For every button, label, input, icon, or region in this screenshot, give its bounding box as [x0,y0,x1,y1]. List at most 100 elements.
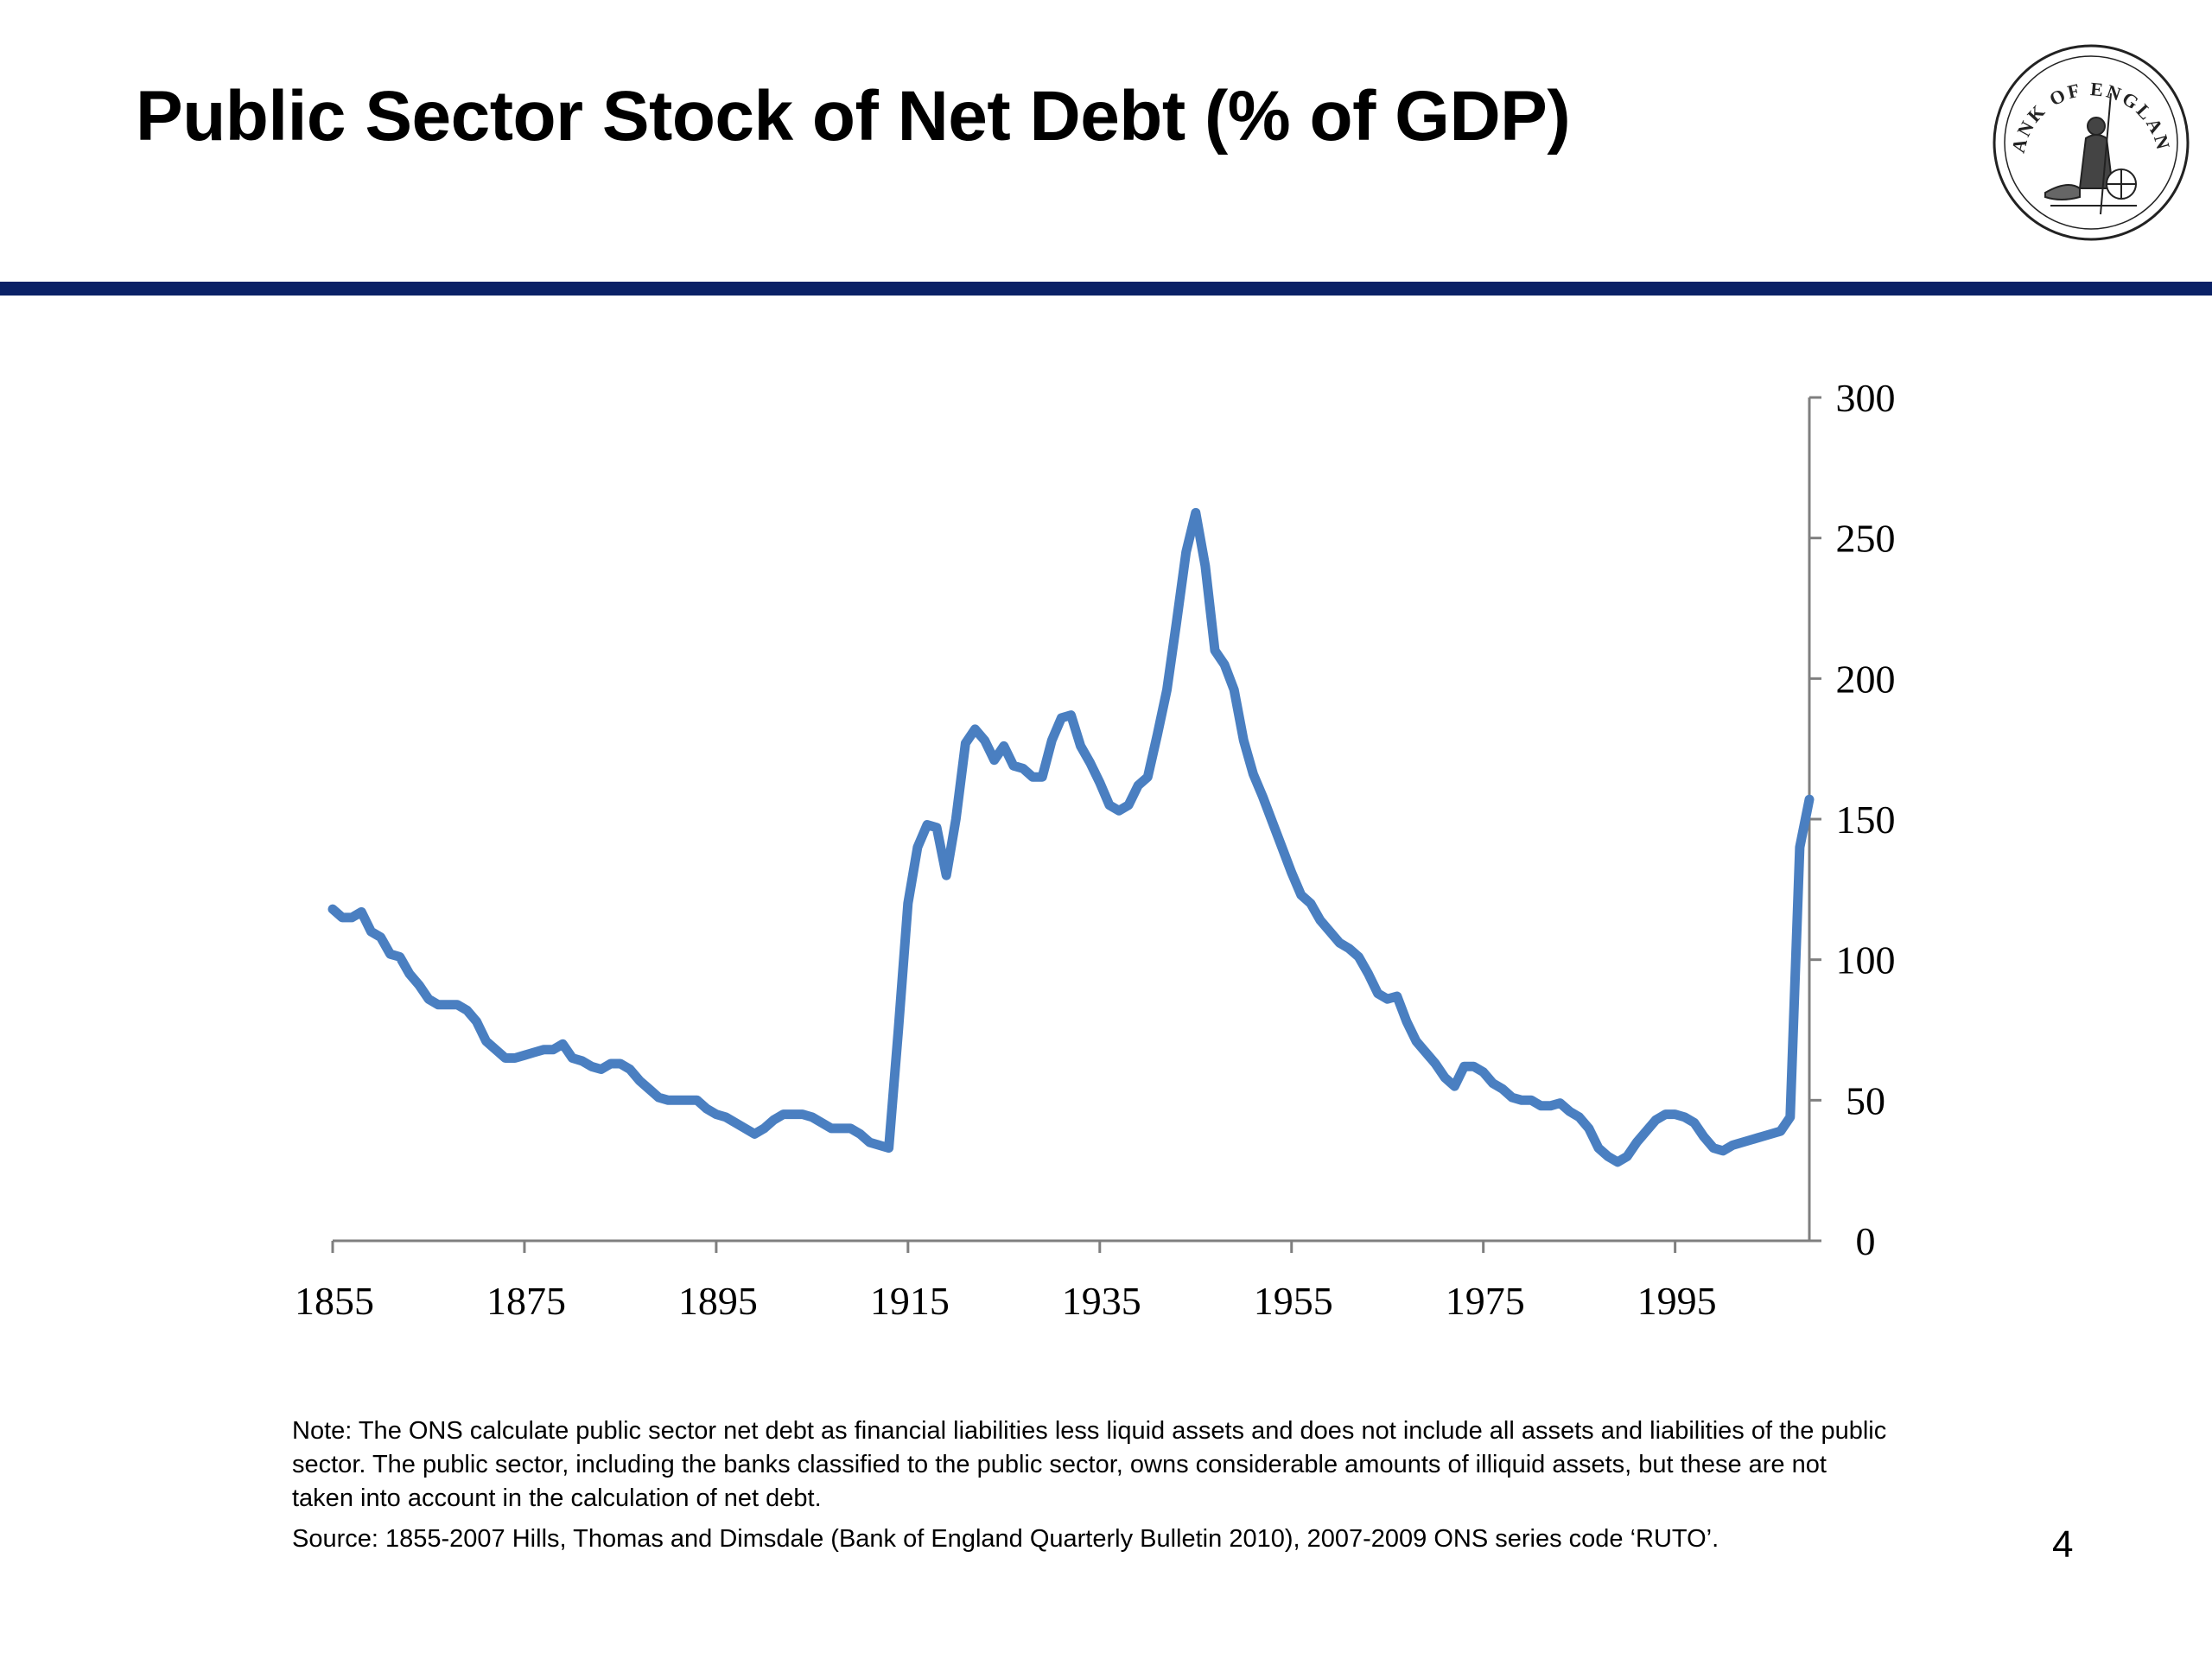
data-point [637,1078,642,1084]
data-point [541,1047,546,1052]
data-point [1634,1140,1639,1145]
data-point [982,738,988,743]
data-point [973,727,977,732]
data-point [1615,1160,1620,1165]
y-tick-label: 0 [1856,1219,1876,1263]
data-point [1337,940,1342,945]
data-point [1078,743,1084,748]
logo-outer-ring [1993,44,2190,241]
x-tick-label: 1875 [486,1279,566,1323]
data-point [1510,1095,1515,1100]
data-point [1250,772,1255,777]
x-tick-label: 1895 [678,1279,758,1323]
data-point [493,1047,499,1052]
data-point [368,929,373,934]
data-point [1058,715,1064,721]
data-point [1442,1075,1447,1080]
data-point [963,741,968,746]
data-point [1711,1146,1716,1151]
data-point [1356,954,1361,959]
data-point [1548,1103,1553,1109]
data-point [1663,1112,1668,1117]
data-point [522,1052,527,1058]
data-point [877,1142,882,1147]
data-point [868,1140,872,1145]
data-point [560,1041,565,1046]
data-point [761,1126,766,1131]
data-point [1289,870,1294,875]
data-point [1749,1137,1754,1142]
data-point [340,915,345,920]
data-point [1567,1109,1573,1114]
data-point [426,996,431,1001]
data-point [1577,1115,1582,1120]
data-point [550,1047,556,1052]
data-point [646,1086,652,1091]
bank-of-england-logo: BANK OF ENGLAND [1990,41,2190,241]
data-point [599,1067,604,1071]
data-point [1097,780,1103,785]
x-tick-label: 1915 [870,1279,950,1323]
data-point [1720,1148,1726,1154]
x-tick-label: 1995 [1637,1279,1717,1323]
data-point [1241,738,1246,743]
data-point [1404,1019,1409,1024]
data-point [934,825,939,830]
data-point [1558,1101,1562,1106]
data-point [416,982,422,988]
data-point [1193,510,1198,515]
page-title: Public Sector Stock of Net Debt (% of GD… [136,77,1571,156]
data-point [1788,1115,1793,1120]
data-point [1414,1039,1419,1044]
data-point [464,1007,469,1013]
data-point [1682,1115,1688,1120]
data-point [484,1039,489,1044]
data-point [1327,929,1332,934]
data-point [474,1019,479,1024]
data-point [1452,1084,1457,1089]
data-point [819,1120,824,1125]
data-point [742,1126,747,1131]
data-point [1116,808,1122,813]
data-point [359,909,364,914]
data-point [704,1106,709,1111]
data-point [1308,901,1313,906]
data-point [944,873,949,878]
data-point [723,1115,728,1120]
data-point [1778,1128,1783,1134]
data-point [1730,1142,1735,1147]
data-point [1212,648,1217,653]
logo-inner-ring [2004,55,2178,230]
data-point [1376,991,1381,996]
data-point [1462,1064,1466,1069]
britannia-figure-icon [2044,92,2137,215]
y-tick-label: 50 [1846,1078,1885,1122]
data-point [906,901,911,906]
data-point [1529,1097,1534,1103]
data-point [1001,743,1007,748]
data-point [1673,1112,1678,1117]
x-tick-label: 1955 [1254,1279,1333,1323]
data-point [454,1002,460,1007]
data-point [1088,760,1093,766]
data-point [733,1120,738,1125]
data-point [1231,687,1236,692]
data-point [1184,550,1189,555]
y-tick-label: 300 [1836,376,1896,420]
data-point [791,1112,796,1117]
data-point [1653,1117,1658,1122]
y-tick-label: 200 [1836,657,1896,701]
x-tick-label: 1855 [295,1279,374,1323]
y-tick-label: 250 [1836,517,1896,561]
data-point [1605,1154,1611,1159]
y-tick-label: 150 [1836,798,1896,842]
data-point [1366,971,1370,976]
data-point [1222,662,1227,667]
y-tick-label: 100 [1836,938,1896,982]
data-point [1643,1128,1649,1134]
data-point [378,935,383,940]
data-point [569,1056,575,1060]
data-point [992,758,997,763]
data-point [1538,1103,1543,1109]
data-point [1346,946,1351,951]
